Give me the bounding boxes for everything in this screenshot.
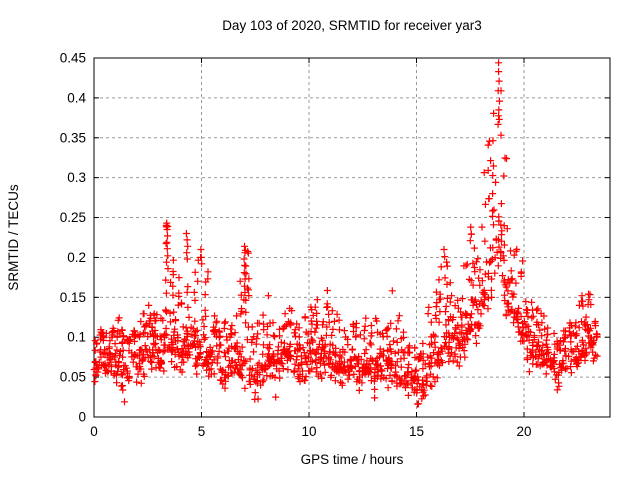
tick-labels: 0 5 10 15 20 0 0.05 0.1 0.15 0.2 0.25 0.3 0.35 0.4 0.4… [60, 51, 532, 440]
data-points [90, 59, 601, 408]
x-tick-label: 10 [301, 424, 316, 439]
x-tick-label: 15 [409, 424, 424, 439]
x-tick-label: 20 [516, 424, 531, 439]
y-tick-label: 0.1 [67, 330, 86, 345]
y-tick-label: 0.3 [67, 170, 86, 185]
y-axis-label: SRMTID / TECUs [6, 184, 21, 291]
y-tick-label: 0.2 [67, 250, 86, 265]
axis-ticks [93, 57, 610, 418]
scatter-point-markers [90, 59, 601, 408]
y-tick-label: 0.25 [60, 210, 86, 225]
y-tick-label: 0 [78, 410, 86, 425]
y-tick-label: 0.45 [60, 51, 86, 66]
y-tick-label: 0.05 [60, 370, 86, 385]
plot-border [93, 57, 611, 418]
y-tick-label: 0.4 [67, 90, 86, 105]
y-tick-label: 0.15 [60, 290, 86, 305]
y-tick-label: 0.35 [60, 130, 86, 145]
x-axis-label: GPS time / hours [301, 452, 404, 467]
chart-title: Day 103 of 2020, SRMTID for receiver yar… [222, 18, 482, 33]
x-tick-label: 5 [198, 424, 206, 439]
x-tick-label: 0 [90, 424, 98, 439]
